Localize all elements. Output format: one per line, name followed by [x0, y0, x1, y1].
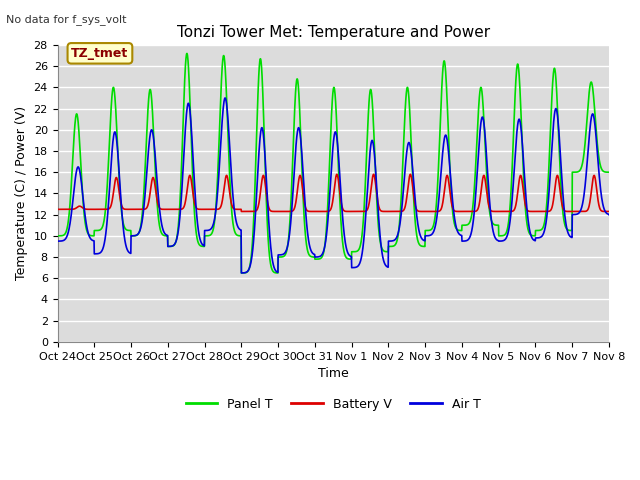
- Text: No data for f_sys_volt: No data for f_sys_volt: [6, 14, 127, 25]
- Legend: Panel T, Battery V, Air T: Panel T, Battery V, Air T: [181, 393, 486, 416]
- Title: Tonzi Tower Met: Temperature and Power: Tonzi Tower Met: Temperature and Power: [177, 24, 490, 39]
- Y-axis label: Temperature (C) / Power (V): Temperature (C) / Power (V): [15, 107, 28, 280]
- X-axis label: Time: Time: [318, 367, 349, 380]
- Text: TZ_tmet: TZ_tmet: [71, 47, 129, 60]
